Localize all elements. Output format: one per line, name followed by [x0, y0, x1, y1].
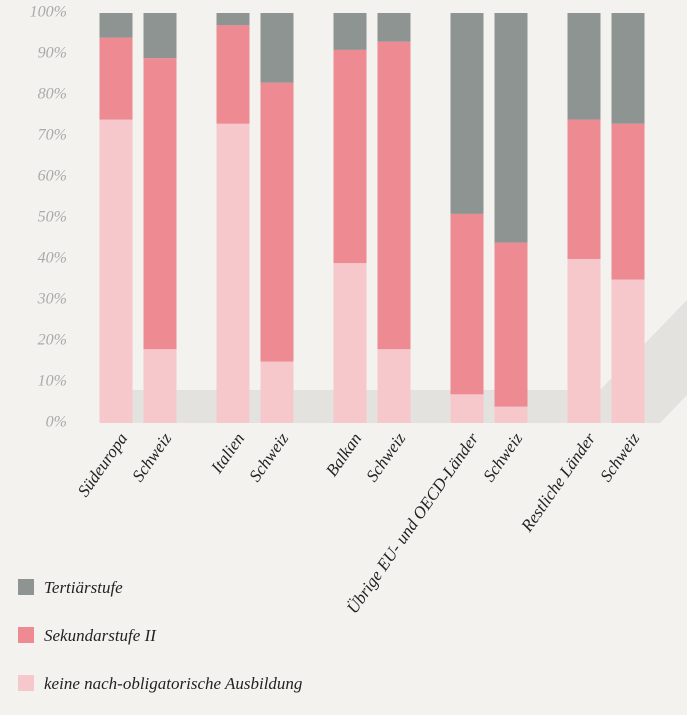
bar-segment [143, 349, 177, 423]
bar-segment [611, 13, 645, 124]
bar-segment [333, 49, 367, 264]
y-tick-label: 80% [38, 86, 67, 103]
y-tick-label: 90% [38, 45, 67, 62]
bar-segment [216, 13, 250, 26]
bar-segment [567, 119, 601, 259]
x-tick-label: Übrige EU- und OECD-Länder [343, 429, 483, 617]
bar-segment [567, 259, 601, 423]
y-tick-label: 30% [37, 291, 67, 308]
y-tick-label: 0% [46, 414, 67, 431]
bar-segment [99, 37, 133, 120]
bar-segment [494, 242, 528, 407]
bar-segment [377, 349, 411, 423]
legend-item: Tertiärstufe [18, 570, 308, 605]
legend-label: Tertiärstufe [44, 578, 123, 597]
bar-segment [450, 13, 484, 214]
x-tick-label: Schweiz [596, 429, 643, 485]
bar-segment [450, 394, 484, 423]
legend-item: Sekundarstufe II [18, 618, 308, 653]
x-tick-label: Restliche Länder [517, 429, 600, 536]
bar-segment [260, 82, 294, 362]
x-tick-label: Schweiz [479, 429, 526, 485]
bar-segment [260, 361, 294, 423]
legend-label: keine nach-obligatorische Ausbildung [44, 674, 303, 693]
x-tick-label: Schweiz [362, 429, 409, 485]
legend: Tertiärstufe Sekundarstufe II keine nach-o… [18, 570, 308, 714]
legend-swatch [18, 627, 34, 643]
bar-segment [333, 13, 367, 50]
bar-segment [450, 213, 484, 395]
bar-segment [143, 58, 177, 350]
x-tick-label: Balkan [322, 429, 365, 479]
x-tick-label: Schweiz [128, 429, 175, 485]
bar-segment [377, 41, 411, 350]
bar-segment [567, 13, 601, 120]
y-tick-label: 40% [38, 250, 67, 267]
legend-swatch [18, 675, 34, 691]
bar-segment [99, 13, 133, 38]
x-tick-label: Italien [207, 429, 249, 477]
bar-segment [333, 263, 367, 423]
y-tick-label: 50% [38, 209, 67, 226]
legend-item: keine nach-obligatorische Ausbildung [18, 666, 308, 701]
bar-segment [377, 13, 411, 42]
legend-label: Sekundarstufe II [44, 626, 156, 645]
bar-segment [260, 13, 294, 83]
y-tick-label: 20% [38, 332, 67, 349]
bar-segment [494, 13, 528, 243]
y-tick-label: 70% [38, 127, 67, 144]
bar-segment [494, 406, 528, 423]
bar-segment [611, 279, 645, 423]
x-tick-label: Schweiz [245, 429, 292, 485]
y-tick-label: 60% [38, 168, 67, 185]
bar-segment [99, 119, 133, 423]
bar-segment [143, 13, 177, 59]
y-tick-label: 100% [30, 4, 67, 21]
y-tick-label: 10% [38, 373, 67, 390]
legend-swatch [18, 579, 34, 595]
bar-segment [216, 123, 250, 423]
bar-segment [216, 25, 250, 124]
bar-segment [611, 123, 645, 280]
x-tick-label: Südeuropa [74, 429, 131, 500]
